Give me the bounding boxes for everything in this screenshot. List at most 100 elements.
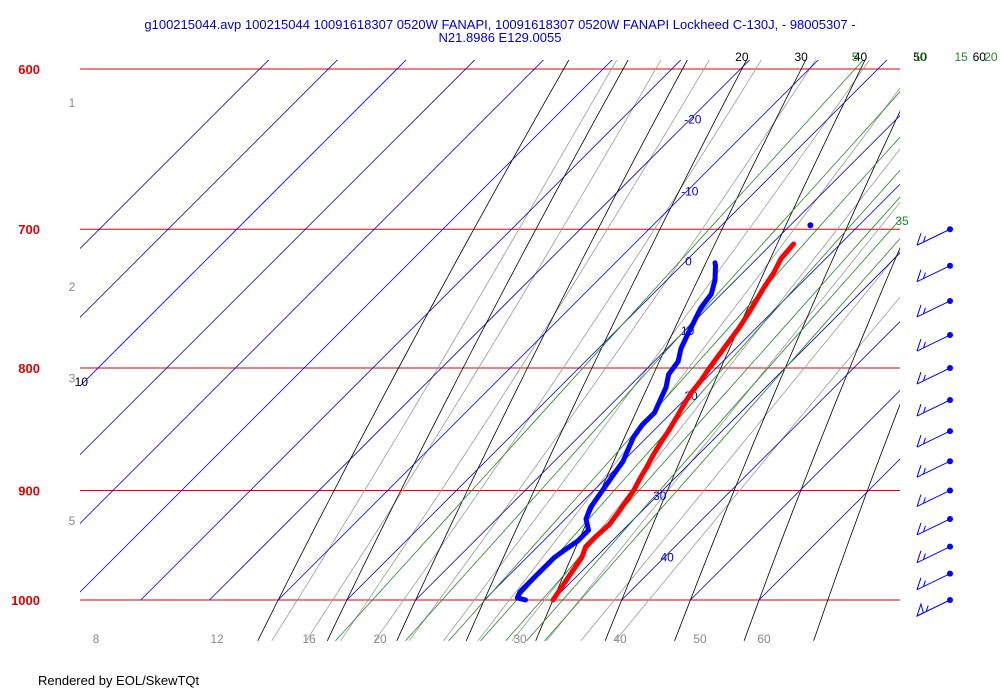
dry-adiabat-label-30: 30 [795, 50, 809, 64]
mixing-ratio-line [405, 91, 900, 642]
isotherm-label--10: -10 [681, 184, 699, 198]
dry-adiabat [604, 60, 866, 641]
height-label-3: 3 [69, 371, 76, 385]
isotherm-line [80, 60, 544, 524]
isotherm-line [80, 60, 338, 318]
isotherms [80, 60, 900, 601]
pressure-label-700: 700 [18, 222, 40, 237]
mixing-ratio-label-20: 20 [984, 50, 998, 64]
bottom-axis-label-50: 50 [693, 632, 707, 646]
dry-adiabat [813, 403, 900, 641]
dry-adiabat [396, 60, 688, 641]
isotherm-line [209, 60, 751, 601]
bottom-axis-label-20: 20 [373, 632, 387, 646]
wind-barb-875 [916, 458, 953, 478]
chart-title-line-2: N21.8986 E129.0055 [438, 30, 562, 45]
isotherm-line [415, 115, 900, 601]
height-label-1: 1 [69, 96, 76, 110]
bottom-axis-label-8: 8 [93, 632, 100, 646]
moist-adiabat [374, 60, 762, 642]
isotherm-line [80, 60, 613, 593]
mixing-ratio-label-35: 35 [895, 214, 909, 228]
moist-adiabat [271, 60, 618, 642]
moist-adiabat [580, 250, 900, 642]
isotherm-label--20: -20 [684, 113, 702, 127]
mixing-ratio-label-15: 15 [955, 50, 969, 64]
moist-adiabat [305, 60, 662, 642]
dry-adiabat [257, 60, 570, 641]
wind-barb-850 [916, 428, 953, 448]
wind-barbs [916, 226, 953, 617]
dry-adiabat-label-40: 40 [854, 50, 868, 64]
moist-adiabats [271, 60, 900, 642]
footer-credit: Rendered by EOL/SkewTQt [38, 673, 200, 688]
height-label-2: 2 [69, 280, 76, 294]
isotherm-line [690, 389, 900, 601]
moist-adiabat [511, 148, 900, 642]
isotherm-line [80, 60, 476, 456]
mixing-ratio-label-10: 10 [914, 50, 928, 64]
wind-barb-900 [916, 487, 953, 507]
isotherm-label-0: 0 [685, 254, 692, 268]
isotherm-line [140, 60, 682, 601]
wind-barb-775 [916, 332, 953, 352]
background-grid [80, 60, 900, 642]
isotherm-line [346, 60, 888, 601]
temperature-trace [550, 241, 797, 603]
mixing-ratio-line [448, 136, 900, 642]
mixing-ratio-line [544, 238, 900, 642]
wind-barb-725 [916, 262, 953, 283]
isobar-grid [80, 68, 900, 601]
pressure-label-900: 900 [18, 483, 40, 498]
wind-barb-700 [916, 226, 953, 246]
isotherm-line [277, 60, 819, 601]
dry-adiabat-label-20: 20 [735, 50, 749, 64]
bottom-axis-label-40: 40 [613, 632, 627, 646]
isotherm-label-30: 30 [653, 489, 667, 503]
mixing-ratio-line [335, 60, 864, 642]
wind-barb-925 [916, 515, 953, 536]
pressure-label-800: 800 [18, 361, 40, 376]
pressure-label-600: 600 [18, 62, 40, 77]
height-label-5: 5 [69, 514, 76, 528]
dry-adiabat [743, 247, 900, 641]
dry-adiabat-label-60: 60 [973, 50, 987, 64]
mixing-ratio-line [505, 196, 900, 642]
mixing-ratio-label-5: 5 [852, 50, 859, 64]
dry-adiabat-label-side: 10 [75, 375, 89, 389]
wind-barb-950 [916, 543, 953, 564]
wind-barb-750 [916, 297, 953, 318]
dry-adiabat [326, 60, 629, 641]
bottom-axis-label-12: 12 [210, 632, 224, 646]
moist-adiabat [340, 60, 710, 642]
mixing-ratio-line [526, 218, 900, 642]
moist-adiabat [614, 296, 900, 642]
isotherm-line [758, 458, 900, 601]
bottom-axis-label-60: 60 [757, 632, 771, 646]
isotherm-label-40: 40 [660, 551, 674, 565]
dry-adiabat-label-50: 50 [913, 50, 927, 64]
wind-barb-825 [916, 397, 953, 417]
bottom-axis-label-30: 30 [513, 632, 527, 646]
moist-adiabat [477, 87, 900, 642]
mixing-ratio-line [480, 169, 900, 642]
isotherm-line [80, 60, 270, 250]
wind-barb-1000 [916, 597, 953, 617]
moist-adiabat [546, 201, 900, 642]
isolated-dewpoint-point [807, 222, 814, 229]
moist-adiabat [408, 60, 817, 642]
bottom-axis-label-16: 16 [302, 632, 316, 646]
chart-title-line-1: g100215044.avp 100215044 10091618307 052… [144, 17, 856, 32]
dewpoint-trace [514, 260, 718, 603]
isotherm-line [80, 60, 407, 387]
axis-labels: 600 700 800 900 1000 -20 -10 0 10 20 30 40 20 30 40 50 6… [11, 50, 998, 646]
isotherm-line [552, 252, 900, 601]
isotherm-line [621, 321, 900, 601]
wind-barb-975 [916, 570, 953, 591]
sounding-traces [514, 222, 814, 603]
dry-adiabat [535, 60, 807, 641]
dry-adiabat [465, 60, 747, 641]
wind-barb-800 [916, 365, 953, 385]
pressure-label-1000: 1000 [11, 593, 40, 608]
